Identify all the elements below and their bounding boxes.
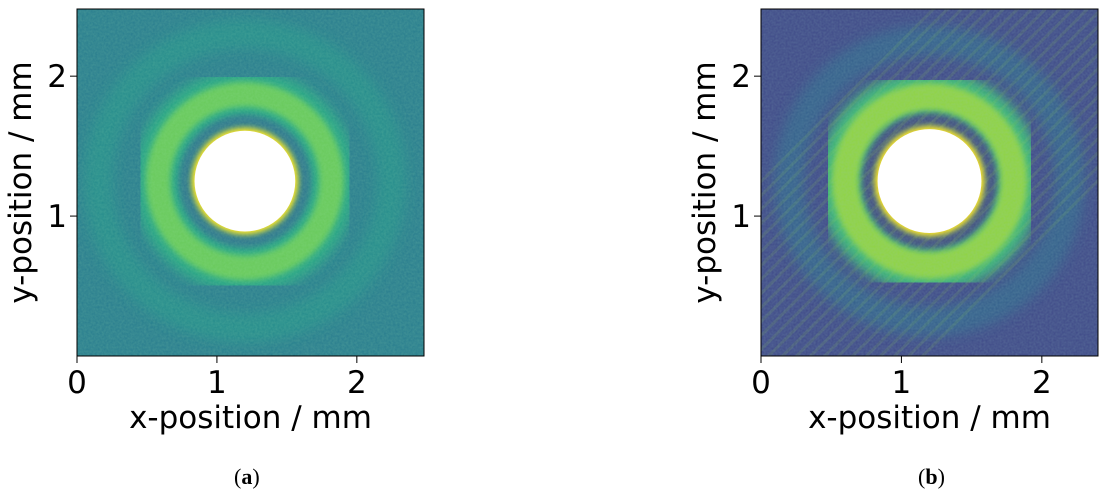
x-tick-label: 2 bbox=[347, 365, 367, 401]
y-axis-label: y-position / mm bbox=[3, 61, 39, 303]
y-tick-label: 1 bbox=[731, 199, 751, 235]
x-axis-label: x-position / mm bbox=[129, 400, 372, 436]
caption-a-letter: a bbox=[241, 464, 253, 489]
heatmap-b bbox=[761, 9, 1098, 356]
y-tick-label: 2 bbox=[731, 59, 751, 95]
y-axis-label: y-position / mm bbox=[687, 61, 723, 303]
saturated-disk bbox=[877, 129, 982, 234]
y-tick-label: 1 bbox=[47, 199, 67, 235]
caption-b-letter: b bbox=[925, 464, 938, 489]
x-tick-label: 2 bbox=[1032, 365, 1052, 401]
saturated-disk bbox=[194, 130, 296, 232]
plot-frame-b bbox=[760, 8, 1099, 357]
heatmap-a bbox=[77, 9, 424, 356]
y-tick-label: 2 bbox=[47, 59, 67, 95]
x-tick-label: 1 bbox=[892, 365, 912, 401]
plot-frame-a bbox=[76, 8, 425, 357]
caption-a: (a) bbox=[234, 464, 260, 489]
caption-b: (b) bbox=[918, 464, 945, 489]
x-tick-label: 0 bbox=[67, 365, 87, 401]
x-tick-label: 1 bbox=[207, 365, 227, 401]
x-axis-label: x-position / mm bbox=[808, 400, 1051, 436]
x-tick-label: 0 bbox=[751, 365, 771, 401]
